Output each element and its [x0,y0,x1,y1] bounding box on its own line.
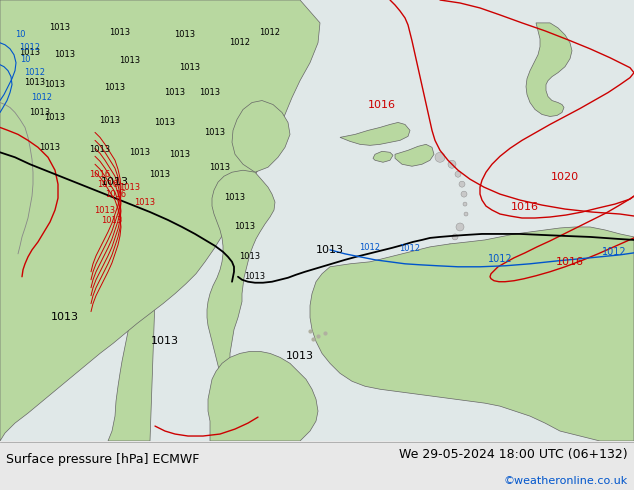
Text: 1013: 1013 [316,245,344,255]
Text: 1013: 1013 [51,312,79,321]
Text: 1013: 1013 [94,205,115,215]
Text: 1012: 1012 [488,254,512,264]
Circle shape [456,223,464,231]
Text: We 29-05-2024 18:00 UTC (06+132): We 29-05-2024 18:00 UTC (06+132) [399,448,628,461]
Text: 1013: 1013 [134,197,155,207]
Text: 1013: 1013 [174,30,195,39]
Text: 1016: 1016 [556,257,584,267]
Text: 1016: 1016 [89,170,110,179]
Text: 1013: 1013 [44,113,65,122]
Text: 1013: 1013 [169,150,191,159]
Text: 1016: 1016 [368,99,396,110]
Text: 1013: 1013 [164,88,186,97]
Polygon shape [207,170,275,441]
Text: 1013: 1013 [101,216,122,224]
Text: 1020: 1020 [551,172,579,182]
Text: 1013: 1013 [151,337,179,346]
Polygon shape [310,227,634,441]
Polygon shape [208,351,318,441]
Text: 1013: 1013 [119,56,141,65]
Text: 10: 10 [15,30,25,39]
Text: 1013: 1013 [25,78,46,87]
Text: 1013: 1013 [55,50,75,59]
Text: 1013: 1013 [209,163,231,172]
Text: 1013: 1013 [129,148,150,157]
Text: 1012: 1012 [399,245,420,253]
Text: 1013: 1013 [49,24,70,32]
Circle shape [464,212,468,216]
Polygon shape [395,145,434,166]
Text: 1013: 1013 [119,183,141,192]
Circle shape [461,191,467,197]
Circle shape [435,152,445,162]
Text: 1013: 1013 [245,272,266,281]
Text: 1013: 1013 [200,88,221,97]
Circle shape [452,234,458,240]
Polygon shape [340,122,410,146]
Text: 1012: 1012 [230,38,250,48]
Text: 1013: 1013 [20,48,41,57]
Text: 1013: 1013 [29,108,51,117]
Text: 1013: 1013 [110,28,131,37]
Text: 1013: 1013 [100,116,120,125]
Text: 1013: 1013 [179,63,200,72]
Text: 1013: 1013 [204,128,226,137]
Text: 1013: 1013 [150,170,171,179]
Text: 1013: 1013 [286,351,314,362]
Text: Surface pressure [hPa] ECMWF: Surface pressure [hPa] ECMWF [6,453,200,466]
Polygon shape [373,151,393,162]
Text: 1013: 1013 [235,222,256,231]
Circle shape [463,202,467,206]
Circle shape [459,181,465,187]
Text: 1016: 1016 [511,202,539,212]
Text: 1012: 1012 [259,28,280,37]
Text: 1013: 1013 [101,177,129,187]
Polygon shape [0,0,170,421]
Text: 1012: 1012 [359,244,380,252]
Text: 1012: 1012 [20,43,41,52]
Text: 1016: 1016 [98,180,119,189]
Text: 1013: 1013 [44,80,65,89]
Text: 10: 10 [20,55,30,64]
Text: 1012: 1012 [32,93,53,102]
Polygon shape [108,0,300,441]
Text: 1012: 1012 [602,247,626,257]
Text: 1016: 1016 [105,190,127,198]
Polygon shape [526,23,572,117]
Polygon shape [0,0,320,441]
Text: 1013: 1013 [105,83,126,92]
Text: 1013: 1013 [240,252,261,261]
Text: 1012: 1012 [25,68,46,77]
Text: 1013: 1013 [155,118,176,127]
Text: 1013: 1013 [39,143,61,152]
Circle shape [447,244,453,250]
Text: 1013: 1013 [89,145,110,154]
Circle shape [455,171,461,177]
Text: ©weatheronline.co.uk: ©weatheronline.co.uk [503,476,628,486]
Text: 1013: 1013 [224,193,245,201]
Circle shape [448,160,456,168]
Polygon shape [232,100,290,172]
